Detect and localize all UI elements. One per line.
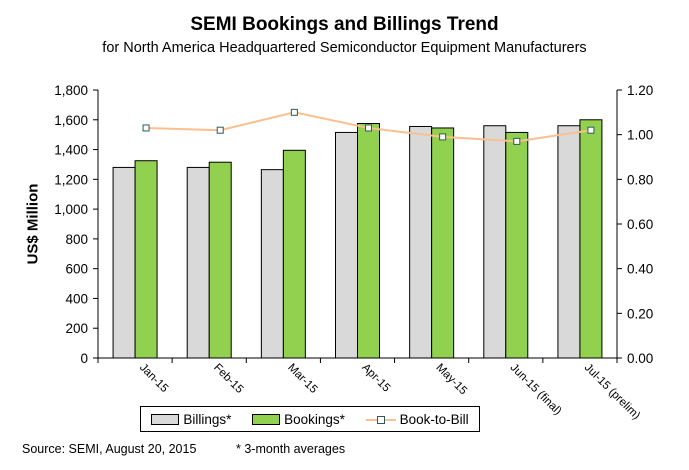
legend-item-billings: Billings* — [151, 412, 231, 427]
y-tick-label: 1,000 — [54, 202, 88, 217]
y-tick-label: 1,200 — [54, 172, 88, 187]
y-tick-label: 1,800 — [54, 83, 88, 98]
x-tick-label: May-15 — [434, 362, 470, 398]
legend-item-book-to-bill: Book-to-Bill — [365, 411, 469, 427]
book-to-bill-point — [290, 108, 298, 116]
legend-label-bookings: Bookings* — [284, 411, 345, 427]
x-tick-label: Apr-15 — [359, 362, 392, 395]
source-note: Source: SEMI, August 20, 2015 — [22, 442, 197, 456]
x-tick-label: Feb-15 — [211, 362, 245, 396]
y-tick-label: 200 — [65, 321, 88, 336]
bar-bookings — [505, 131, 529, 359]
bar-billings — [557, 125, 581, 359]
chart-title: SEMI Bookings and Billings Trend — [190, 14, 499, 35]
y-tick-label: 800 — [65, 232, 88, 247]
bar-bookings — [282, 149, 306, 359]
y-tick-label: 600 — [65, 262, 88, 277]
y2-tick-label: 1.00 — [627, 128, 653, 143]
legend: Billings* Bookings* Book-to-Bill — [140, 406, 480, 432]
bar-billings — [260, 169, 284, 359]
bar-billings — [112, 166, 136, 359]
bar-bookings — [579, 119, 603, 359]
bar-billings — [186, 166, 210, 359]
y-tick-label: 0 — [80, 351, 88, 366]
book-to-bill-point — [142, 124, 150, 132]
y2-tick-label: 0.80 — [627, 172, 653, 187]
legend-swatch-billings — [151, 413, 180, 425]
bar-bookings — [134, 160, 158, 359]
book-to-bill-point — [439, 133, 447, 141]
legend-swatch-bookings — [252, 413, 281, 425]
y2-tick-label: 0.40 — [627, 262, 653, 277]
bar-billings — [335, 131, 358, 359]
y-tick-label: 1,600 — [54, 113, 88, 128]
x-tick-label: Jan-15 — [137, 362, 170, 395]
y2-tick-label: 0.00 — [627, 351, 653, 366]
bar-bookings — [431, 127, 455, 359]
book-to-bill-point — [513, 137, 521, 145]
bar-bookings — [208, 161, 232, 359]
legend-label-book-to-bill: Book-to-Bill — [399, 411, 469, 427]
x-tick-label: Jun-15 (final) — [508, 362, 564, 418]
bar-billings — [483, 125, 507, 359]
x-tick-label: Mar-15 — [285, 362, 319, 396]
legend-label-billings: Billings* — [183, 411, 232, 427]
y2-tick-label: 0.20 — [627, 306, 653, 321]
bar-billings — [409, 125, 433, 359]
bar-bookings — [357, 123, 380, 359]
chart-subtitle: for North America Headquartered Semicond… — [102, 40, 587, 56]
y-tick-label: 400 — [65, 291, 88, 306]
y2-tick-label: 1.20 — [627, 83, 653, 98]
legend-item-bookings: Bookings* — [252, 412, 345, 427]
averages-note: * 3-month averages — [236, 442, 346, 456]
book-to-bill-point — [587, 126, 595, 134]
x-tick-label: Jul-15 (prelim) — [582, 362, 643, 423]
y-tick-label: 1,400 — [54, 143, 88, 158]
book-to-bill-point — [216, 126, 224, 134]
legend-swatch-book-to-bill — [365, 414, 396, 425]
y2-tick-label: 0.60 — [627, 217, 653, 232]
book-to-bill-point — [365, 124, 372, 132]
